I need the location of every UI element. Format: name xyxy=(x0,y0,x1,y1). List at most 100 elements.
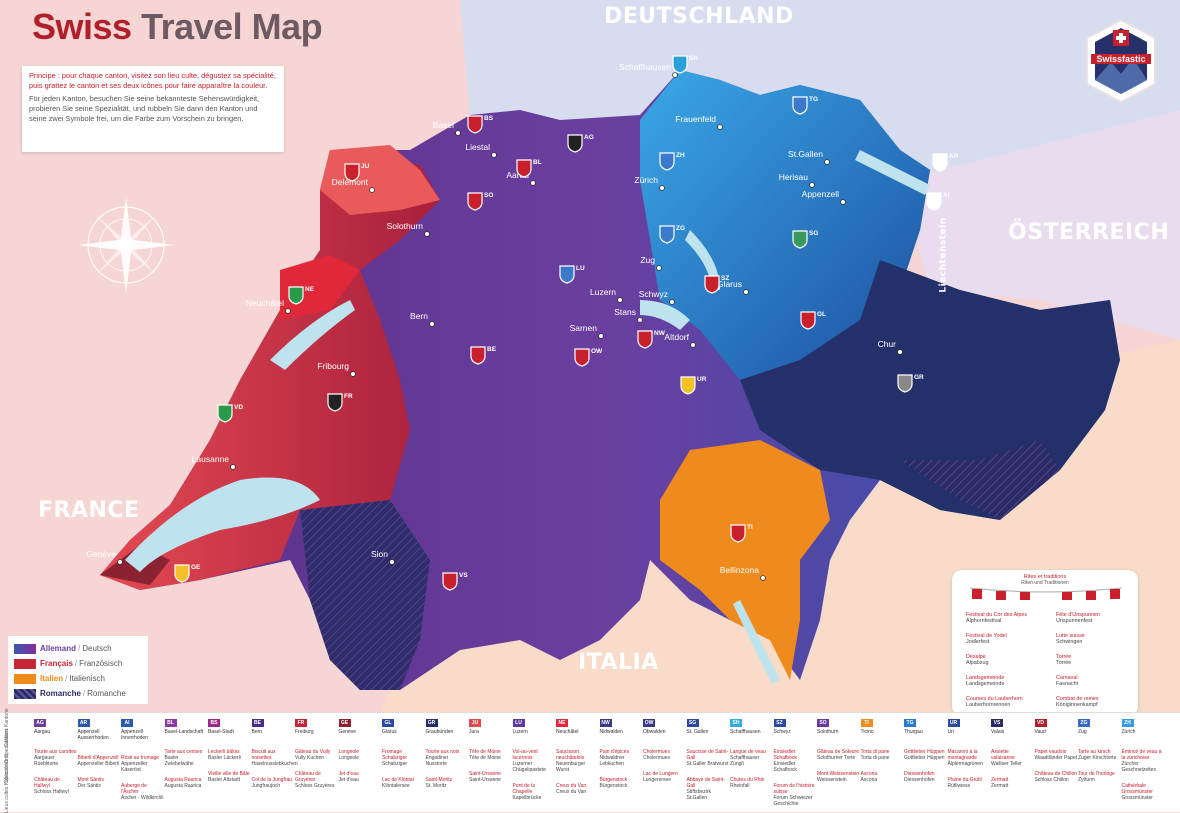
canton-sight-de: Kapellbrücke xyxy=(512,795,542,801)
canton-name: Ticino xyxy=(860,729,874,735)
canton-code-label: BE xyxy=(487,346,497,353)
intro-de: Für jeden Kanton, besuchen Sie seine bek… xyxy=(29,94,260,123)
canton-specialty-de: Zuger Kirschtorte xyxy=(1078,755,1117,761)
canton-code-label: AI xyxy=(943,192,950,199)
city-label: Bellinzona xyxy=(720,565,759,575)
canton-name: Basel-Stadt xyxy=(208,729,234,735)
canton-sight-de: Zytturm xyxy=(1078,777,1095,783)
canton-name: Zürich xyxy=(1121,729,1136,735)
canton-shield-icon xyxy=(327,393,343,412)
canton-code-badge: JU xyxy=(469,719,481,727)
canton-name: Obwalden xyxy=(643,729,666,735)
city-dot xyxy=(637,317,643,323)
canton-column: GR Graubünden Tourte aux noix Engadiner Nus… xyxy=(425,719,469,789)
canton-specialty: Cholermues xyxy=(643,749,670,755)
canton-code-label: SO xyxy=(484,192,493,199)
canton-sight: Auberge de l'Äscher xyxy=(121,783,147,795)
canton-column: ZG Zug Tarte au kirsch Zuger Kirschtorte Tou… xyxy=(1078,719,1121,783)
canton-name: Appenzell Ausserrhoden xyxy=(77,729,109,741)
canton-specialty-de: Appenzeller Biberli xyxy=(77,761,120,767)
canton-code-label: NE xyxy=(305,286,315,293)
canton-code-label: ZH xyxy=(676,152,685,159)
canton-sight-de: Rütliwiese xyxy=(947,783,971,789)
canton-sight: Zermatt xyxy=(991,777,1009,783)
canton-column: AR Appenzell Ausserrhoden Biberli d'Appenz… xyxy=(77,719,121,789)
canton-specialty: Longeole xyxy=(338,749,360,755)
city-dot xyxy=(530,180,536,186)
legend: Allemand / Deutsch Français / Französisch It… xyxy=(8,636,148,704)
canton-name: Aargau xyxy=(34,729,51,735)
canton-specialty: Tourte aux carottes xyxy=(34,749,77,755)
canton-code-badge: TI xyxy=(860,719,873,727)
canton-specialty-de: Zürcher Geschnetzeltes xyxy=(1121,761,1156,773)
canton-specialty: Fromage Schabziger xyxy=(382,749,408,761)
canton-sight: Mont Säntis xyxy=(77,777,104,783)
canton-column: NW Nidwalden Pain d'épices Nidwaldner Lebku… xyxy=(599,719,643,789)
canton-column: NE Neuchâtel Saucisson neuchâtelois Neuenbu… xyxy=(556,719,599,795)
canton-code-label: SG xyxy=(809,230,818,237)
canton-name: Glarus xyxy=(382,729,397,735)
city-dot xyxy=(897,349,903,355)
canton-shield-icon xyxy=(704,275,720,294)
canton-code-badge: ZH xyxy=(1121,719,1134,727)
canton-sight-de: Jungfraujoch xyxy=(251,783,281,789)
city-label: Neuchâtel xyxy=(246,298,284,308)
canton-specialty-de: Cholermues xyxy=(643,755,670,761)
canton-sight-de: Schloss Hallwyl xyxy=(34,789,69,795)
canton-sight: Lac de Lungern xyxy=(643,771,678,777)
canton-specialty-de: Waadtländer Papet xyxy=(1034,755,1078,761)
canton-name: Valais xyxy=(991,729,1005,735)
canton-specialty-de: Älplermagronen xyxy=(947,761,983,767)
canton-name: Genève xyxy=(338,729,357,735)
canton-sight: Bürgenstock xyxy=(599,777,628,783)
country-france: FRANCE xyxy=(38,498,140,523)
canton-sight: Château de Gruyères xyxy=(295,771,321,783)
city-label: Herisau xyxy=(779,172,809,182)
canton-code-label: SZ xyxy=(721,275,729,282)
canton-code-label: TI xyxy=(747,524,753,531)
city-dot xyxy=(717,124,723,130)
legend-row: Français / Französisch xyxy=(14,656,142,671)
city-label: Stans xyxy=(614,307,636,317)
canton-name: Basel-Landschaft xyxy=(164,729,204,735)
city-label: Schaffhausen xyxy=(619,62,671,72)
legend-swatch xyxy=(14,643,36,654)
canton-specialty: Saucisson neuchâtelois xyxy=(556,749,585,761)
city-label: Bern xyxy=(410,311,428,321)
rite-item: Carnaval Fasnacht xyxy=(1056,675,1079,687)
city-dot xyxy=(424,231,430,237)
canton-column: FR Freiburg Gâteau du Vully Vully Kuchen Châ… xyxy=(295,719,338,789)
canton-code-label: VS xyxy=(459,572,468,579)
canton-sight-de: Rheinfall xyxy=(730,783,750,789)
title-part2: Travel Map xyxy=(141,6,323,47)
canton-name: Bern xyxy=(251,729,263,735)
canton-table: Cantons Kantone Spécialités Spezialitäte… xyxy=(0,708,1180,813)
canton-sight-de: Forum Schweizer Geschichte xyxy=(773,795,813,807)
canton-column: UR Uri Macaroni à la montagnarde Älplermagr… xyxy=(947,719,991,789)
canton-sight-de: Basler Altstadt xyxy=(208,777,240,783)
canton-column: JU Jura Tête de Moine Tête de Moine Saint-Ur… xyxy=(469,719,512,783)
legend-b: Romanche xyxy=(87,689,126,698)
city-dot xyxy=(809,182,815,188)
canton-sight-de: Ascona xyxy=(860,777,878,783)
canton-name: Neuchâtel xyxy=(556,729,579,735)
canton-specialty-de: Solothurner Torte xyxy=(817,755,856,761)
canton-column: GL Glarus Fromage Schabziger Schabziger Lac … xyxy=(382,719,425,789)
city-label: Glarus xyxy=(717,279,742,289)
canton-name: Luzern xyxy=(512,729,528,735)
city-dot xyxy=(672,72,678,78)
canton-shield-icon xyxy=(470,346,486,365)
canton-specialty: Tarte au kirsch xyxy=(1078,749,1111,755)
city-label: Solothurn xyxy=(387,221,424,231)
canton-name: Uri xyxy=(947,729,954,735)
canton-specialty: Émincé de veau à la zurichoise xyxy=(1121,749,1162,761)
canton-shield-icon xyxy=(897,374,913,393)
canton-specialty: Rösti au fromage xyxy=(121,755,160,761)
rites-col-right: Fête d'Unspunnen Unspunnenfest Lutte suis… xyxy=(1056,612,1142,717)
canton-code-label: LU xyxy=(576,265,585,272)
canton-sight: Vieille ville de Bâle xyxy=(208,771,250,777)
city-dot xyxy=(230,464,236,470)
city-dot xyxy=(656,265,662,271)
canton-specialty: Tarte aux cerises xyxy=(164,749,203,755)
